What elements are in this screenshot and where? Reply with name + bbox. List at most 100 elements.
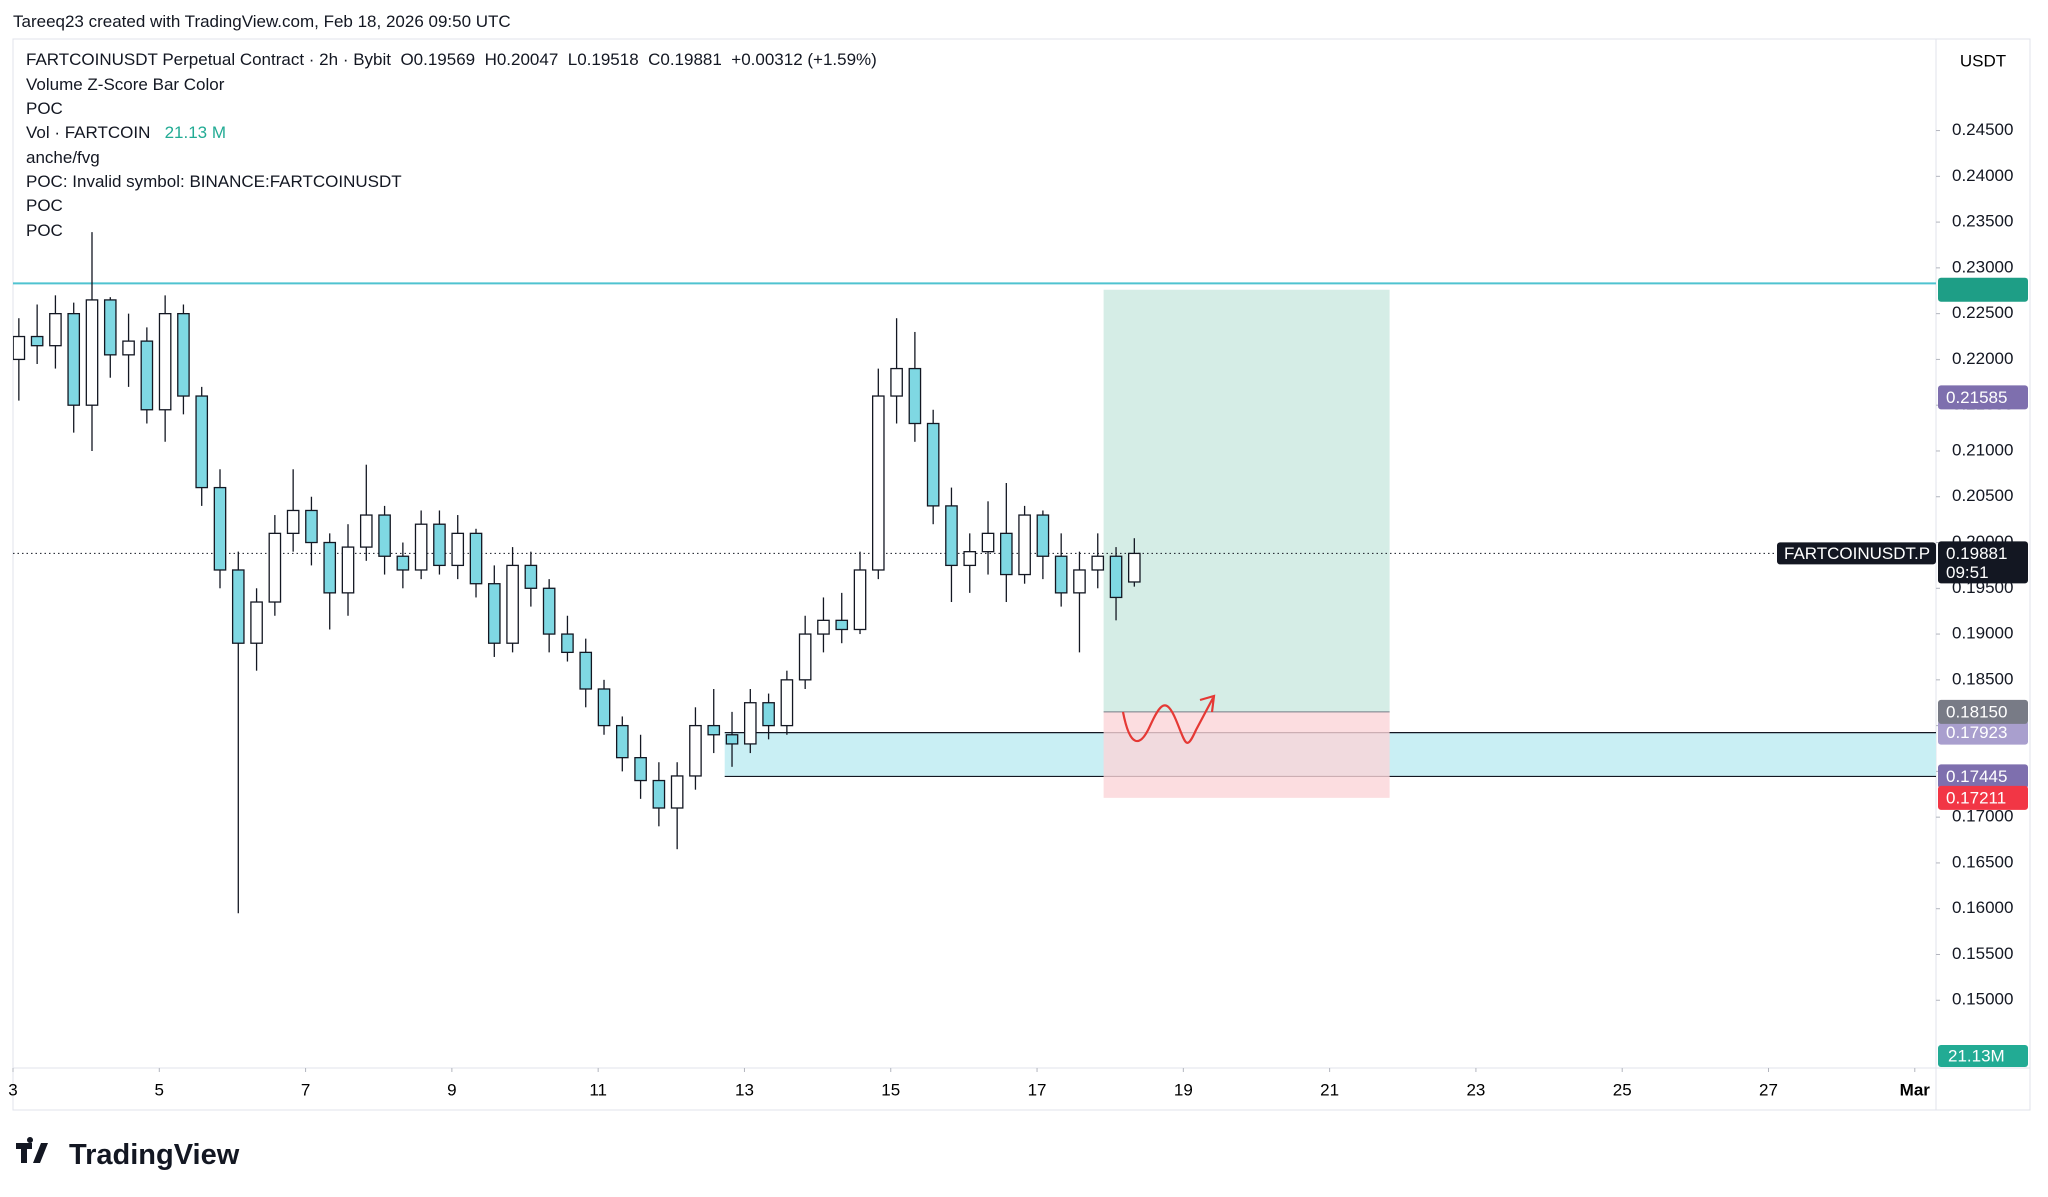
candle-body — [414, 523, 428, 571]
price-label-box — [1938, 764, 2028, 789]
x-tick-label: 19 — [1174, 1080, 1193, 1099]
x-tick-label: 25 — [1613, 1080, 1632, 1099]
candle-body — [451, 532, 465, 567]
candle-body — [487, 583, 501, 644]
candle-body — [871, 395, 885, 571]
y-tick-label: 0.19000 — [1952, 624, 2013, 643]
candle-body — [323, 541, 337, 594]
y-tick-label: 0.17000 — [1952, 807, 2013, 826]
candle-body — [963, 551, 977, 567]
candle-body — [890, 367, 903, 397]
price-label: 0.21585 — [1946, 388, 2007, 407]
candle-body — [396, 555, 410, 571]
candle-body — [1036, 514, 1050, 557]
volume-name: Vol · FARTCOIN — [26, 123, 151, 142]
candle-body — [981, 532, 995, 553]
candle-body — [689, 724, 702, 777]
y-tick-label: 0.24000 — [1952, 166, 2013, 185]
candle-body — [707, 724, 721, 736]
candle-body — [835, 619, 849, 631]
x-tick-label: 7 — [301, 1080, 310, 1099]
logo — [16, 1136, 48, 1163]
legend-row: POC — [26, 196, 63, 215]
candle-body — [49, 312, 62, 347]
candle-body — [122, 340, 135, 356]
candle-body — [67, 312, 81, 406]
candle-body — [524, 564, 538, 589]
x-tick-label: Mar — [1900, 1080, 1931, 1099]
price-label-box — [1938, 785, 2028, 810]
position-profit — [1103, 289, 1390, 712]
price-label-box — [1938, 277, 2028, 302]
candle-body — [945, 505, 958, 567]
x-tick-label: 11 — [589, 1080, 607, 1099]
candle-body — [359, 514, 373, 548]
candle-body — [780, 679, 794, 727]
candle-body — [670, 775, 684, 809]
candle-body — [817, 619, 830, 635]
y-tick-label: 0.23000 — [1952, 257, 2013, 276]
y-tick-label: 0.22000 — [1952, 349, 2013, 368]
legend-row: POC: Invalid symbol: BINANCE:FARTCOINUSD… — [26, 172, 402, 191]
chart-frame — [12, 38, 2031, 1111]
price-label-box — [1938, 385, 2028, 410]
candle-body — [250, 601, 263, 644]
candle-body — [634, 757, 647, 782]
candle-body — [341, 546, 355, 594]
y-tick-label: 0.16500 — [1952, 852, 2013, 871]
legend-row: Vol · FARTCOIN 21.13 M — [26, 123, 226, 143]
x-tick-label: 9 — [447, 1080, 456, 1099]
candle-body — [652, 779, 666, 809]
candle-body — [743, 702, 757, 745]
last-price-box — [1938, 541, 2028, 584]
candle-body — [305, 509, 318, 544]
logo-text: TradingView — [69, 1139, 240, 1171]
candle-body — [506, 564, 519, 644]
candle-body — [798, 633, 812, 681]
candle-body — [85, 299, 99, 406]
x-tick-label: 21 — [1320, 1080, 1339, 1099]
y-tick-label: 0.21000 — [1952, 440, 2013, 459]
legend-row: FARTCOINUSDT Perpetual Contract · 2h · B… — [26, 50, 877, 70]
candle-body — [561, 633, 574, 654]
x-tick-label: 13 — [735, 1080, 754, 1099]
candle-body — [1018, 514, 1031, 576]
candle-body — [103, 299, 117, 356]
y-tick-label: 0.20500 — [1952, 486, 2013, 505]
y-tick-label: 0.15000 — [1952, 990, 2013, 1009]
candle-body — [999, 532, 1013, 576]
legend-row: Volume Z-Score Bar Color — [26, 75, 225, 94]
y-tick-label: 0.15500 — [1952, 944, 2013, 963]
candle-body — [378, 514, 391, 557]
y-tick-label: 0.18500 — [1952, 669, 2013, 688]
volume-label-box — [1938, 1045, 2028, 1067]
candle-body — [542, 587, 556, 635]
header: Tareeq23 created with TradingView.com, F… — [13, 12, 511, 31]
price-label-box — [1938, 699, 2028, 724]
legend-row: POC — [26, 99, 63, 118]
plot-area — [13, 232, 1936, 914]
candle-body — [853, 569, 867, 631]
volume-label: 21.13M — [1948, 1046, 2005, 1065]
x-tick-label: 17 — [1028, 1080, 1047, 1099]
position-loss — [1103, 711, 1390, 798]
candle-body — [231, 569, 245, 644]
candle-body — [1073, 569, 1086, 594]
candle-body — [762, 702, 775, 727]
candle-body — [140, 340, 154, 411]
symbol-label-box — [1777, 542, 1936, 565]
symbol-label: FARTCOINUSDT.P — [1784, 544, 1930, 563]
candle-body — [268, 532, 282, 603]
ohlc: O0.19569 H0.20047 L0.19518 C0.19881 +0.0… — [400, 50, 877, 69]
candle-body — [1091, 555, 1105, 571]
candle-body — [177, 312, 190, 397]
price-label-box — [1938, 720, 2028, 745]
candle-body — [433, 523, 446, 567]
candle-body — [469, 532, 483, 585]
candle-body — [597, 688, 611, 727]
legend-row: anche/fvg — [26, 148, 100, 167]
y-tick-label: 0.23500 — [1952, 212, 2013, 231]
candle-body — [286, 509, 300, 535]
y-tick-label: 0.22500 — [1952, 303, 2013, 322]
